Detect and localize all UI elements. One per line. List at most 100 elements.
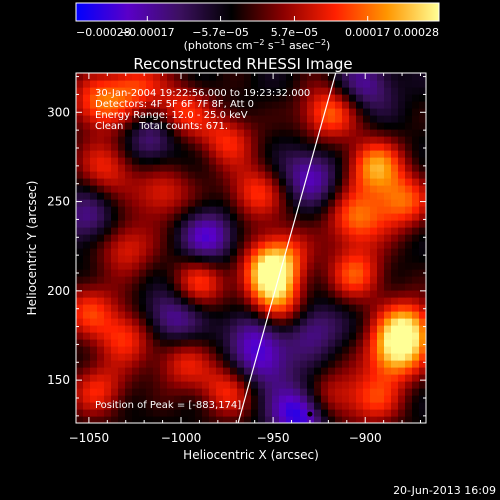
heatmap-cell [258, 108, 266, 116]
heatmap-cell [356, 346, 364, 354]
heatmap-cell [188, 171, 196, 179]
heatmap-cell [363, 129, 371, 137]
heatmap-cell [244, 395, 252, 403]
heatmap-cell [419, 150, 426, 158]
heatmap-cell [104, 157, 112, 165]
heatmap-cell [321, 346, 329, 354]
heatmap-cell [300, 346, 308, 354]
heatmap-cell [328, 185, 336, 193]
heatmap-cell [377, 374, 385, 382]
heatmap-cell [181, 143, 189, 151]
heatmap-cell [223, 80, 231, 88]
heatmap-cell [377, 332, 385, 340]
heatmap-cell [160, 318, 168, 326]
heatmap-cell [104, 409, 112, 417]
heatmap-cell [398, 269, 406, 277]
heatmap-cell [230, 332, 238, 340]
heatmap-cell [300, 115, 308, 123]
heatmap-cell [370, 108, 378, 116]
x-axis-ticks: −1050 −1000 −950 −900 [69, 73, 421, 445]
heatmap-cell [146, 346, 154, 354]
heatmap-cell [90, 290, 98, 298]
heatmap-cell [300, 199, 308, 207]
heatmap-cell [181, 325, 189, 333]
x-tick-label: −900 [349, 431, 382, 445]
x-tick-label: −1000 [161, 431, 202, 445]
heatmap-cell [167, 206, 175, 214]
heatmap-cell [300, 122, 308, 130]
heatmap-cell [286, 402, 294, 410]
heatmap-cell [363, 164, 371, 172]
colorbar-ticks: −0.00028−0.00017 −5.7e−05 5.7e−05 0.00017 0.… [75, 16, 440, 39]
heatmap-cell [405, 276, 413, 284]
heatmap-cell [363, 269, 371, 277]
heatmap-cell [419, 115, 426, 123]
heatmap-cell [335, 325, 343, 333]
heatmap-cell [286, 213, 294, 221]
heatmap-cell [279, 395, 287, 403]
heatmap-cell [398, 164, 406, 172]
heatmap-cell [356, 150, 364, 158]
heatmap-cell [335, 318, 343, 326]
heatmap-cell [272, 129, 280, 137]
heatmap-cell [83, 283, 91, 291]
heatmap-cell [195, 94, 203, 102]
heatmap-cell [363, 220, 371, 228]
heatmap-cell [272, 367, 280, 375]
heatmap-cell [349, 157, 357, 165]
heatmap-cell [300, 381, 308, 389]
heatmap-cell [307, 220, 315, 228]
heatmap-cell [342, 150, 350, 158]
heatmap-cell [125, 353, 133, 361]
heatmap-cell [272, 185, 280, 193]
heatmap-cell [167, 395, 175, 403]
heatmap-cell [188, 360, 196, 368]
heatmap-cell [258, 360, 266, 368]
heatmap-cell [132, 213, 140, 221]
heatmap-cell [125, 171, 133, 179]
heatmap-cell [76, 290, 84, 298]
heatmap-cell [307, 332, 315, 340]
heatmap-cell [265, 297, 273, 305]
heatmap-cell [342, 304, 350, 312]
heatmap-cell [328, 269, 336, 277]
heatmap-cell [272, 360, 280, 368]
heatmap-cell [293, 115, 301, 123]
heatmap-cell [314, 234, 322, 242]
heatmap-cell [188, 304, 196, 312]
heatmap-cell [160, 143, 168, 151]
heatmap-cell [244, 318, 252, 326]
heatmap-cell [286, 339, 294, 347]
heatmap-cell [76, 367, 84, 375]
heatmap-cell [412, 388, 420, 396]
heatmap-cell [146, 311, 154, 319]
heatmap-cell [230, 381, 238, 389]
heatmap-cell [83, 360, 91, 368]
heatmap-cell [209, 129, 217, 137]
heatmap-cell [139, 157, 147, 165]
heatmap-cell [272, 220, 280, 228]
heatmap-cell [300, 213, 308, 221]
heatmap-cell [265, 339, 273, 347]
heatmap-cell [258, 276, 266, 284]
heatmap-cell [202, 234, 210, 242]
heatmap-cell [335, 171, 343, 179]
heatmap-cell [202, 129, 210, 137]
heatmap-cell [104, 227, 112, 235]
heatmap-cell [370, 171, 378, 179]
heatmap-cell [391, 199, 399, 207]
heatmap-cell [237, 255, 245, 263]
heatmap-cell [160, 199, 168, 207]
heatmap-cell [237, 178, 245, 186]
heatmap-cell [370, 416, 378, 423]
heatmap-cell [216, 353, 224, 361]
heatmap-cell [384, 108, 392, 116]
heatmap-cell [83, 108, 91, 116]
heatmap-cell [356, 157, 364, 165]
heatmap-cell [328, 227, 336, 235]
heatmap-cell [412, 374, 420, 382]
heatmap-cell [104, 241, 112, 249]
heatmap-cell [300, 318, 308, 326]
heatmap-cell [265, 178, 273, 186]
